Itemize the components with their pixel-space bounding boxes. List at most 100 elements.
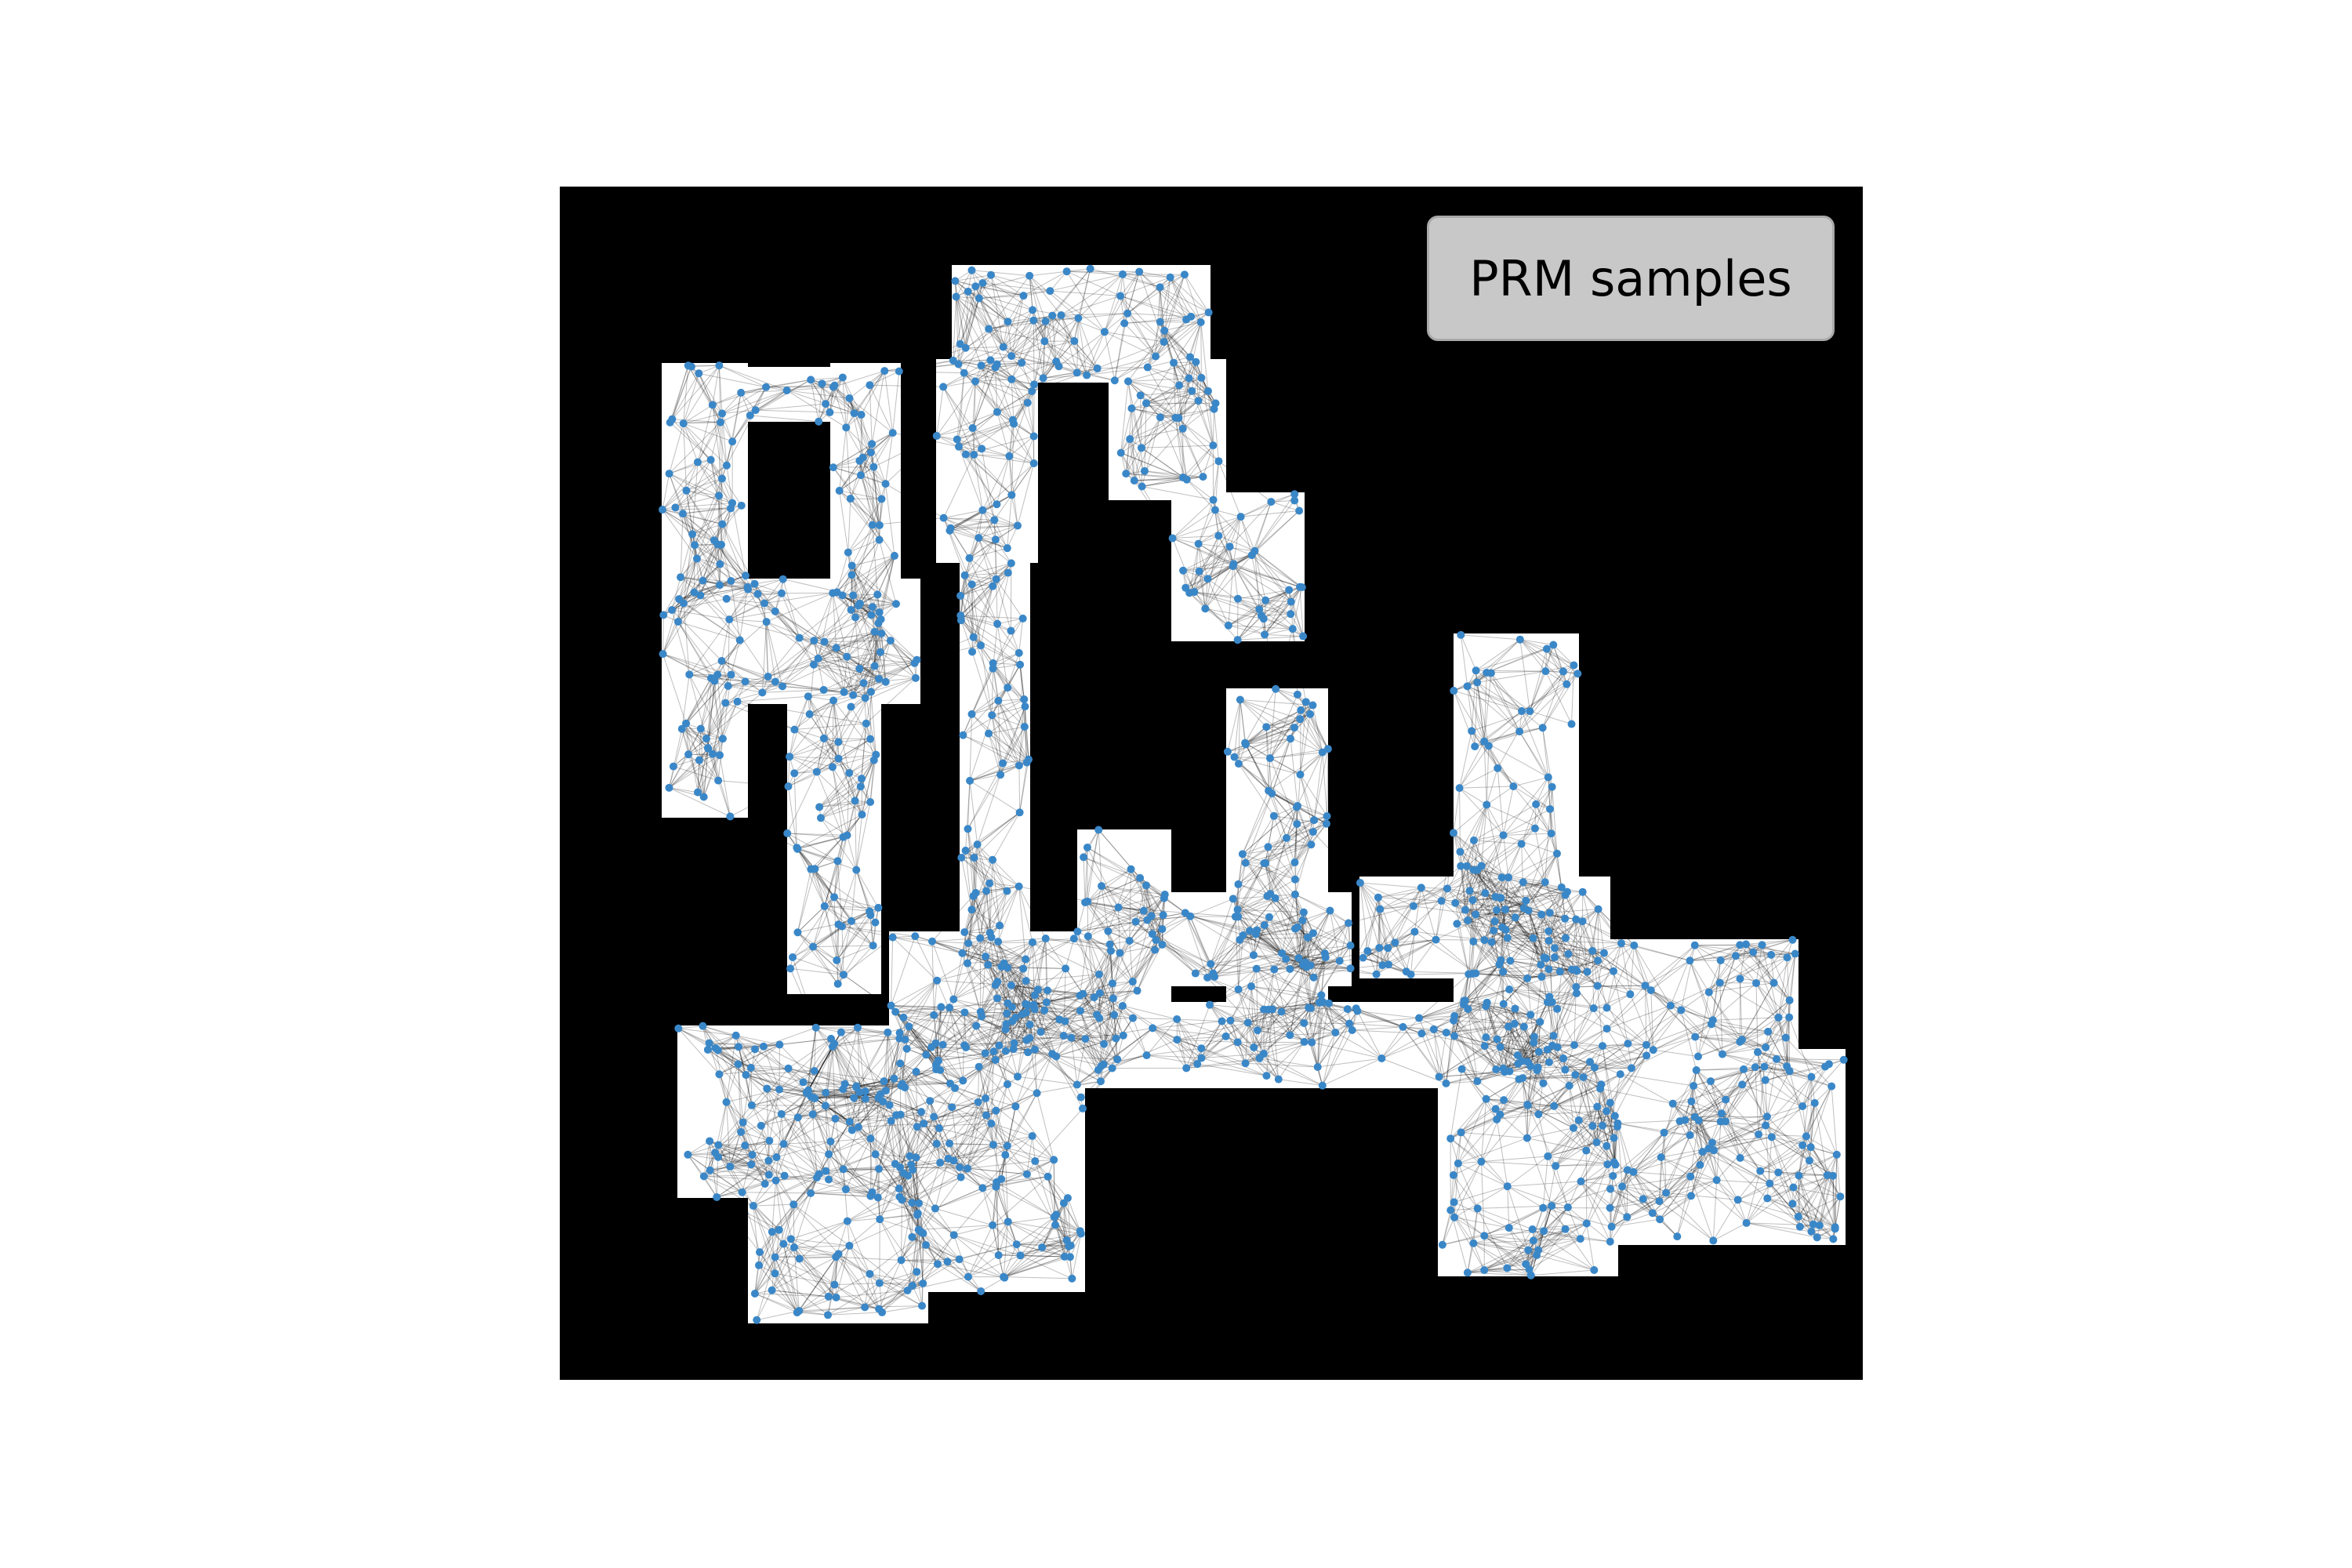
prm-edge bbox=[1080, 953, 1120, 1011]
prm-edge bbox=[1305, 702, 1329, 750]
prm-edge bbox=[691, 365, 720, 368]
prm-edge bbox=[1140, 395, 1142, 448]
prm-edge bbox=[967, 925, 1000, 964]
prm-edge bbox=[996, 412, 1035, 464]
prm-edge bbox=[1254, 550, 1266, 601]
prm-edge bbox=[1237, 916, 1283, 954]
prm-edge bbox=[1312, 705, 1323, 753]
prm-edge bbox=[969, 713, 972, 781]
prm-edge bbox=[735, 1035, 752, 1069]
prm-edge bbox=[1154, 915, 1164, 950]
prm-edge bbox=[1195, 934, 1257, 974]
prm-edge bbox=[879, 539, 897, 604]
prm-edge bbox=[662, 509, 715, 541]
prm-edge bbox=[1182, 390, 1209, 430]
prm-edge bbox=[965, 298, 980, 348]
prm-edge bbox=[1467, 1008, 1478, 1082]
prm-edge bbox=[1306, 923, 1349, 967]
prm-edge bbox=[809, 691, 872, 715]
prm-edge bbox=[1454, 1020, 1515, 1025]
prm-edge bbox=[1078, 313, 1128, 319]
prm-edge bbox=[1125, 403, 1147, 474]
prm-edge bbox=[1011, 985, 1065, 1022]
prm-edge bbox=[971, 713, 1020, 766]
prm-edge bbox=[880, 555, 895, 620]
prm-edge bbox=[859, 662, 915, 670]
prm-edge bbox=[1132, 1018, 1148, 1056]
prm-edge bbox=[991, 937, 1002, 967]
prm-edge bbox=[1317, 1023, 1350, 1068]
prm-edge bbox=[1049, 270, 1068, 292]
prm-edge bbox=[1200, 377, 1214, 446]
prm-edge bbox=[680, 524, 723, 578]
prm-edge bbox=[812, 926, 843, 947]
prm-edge bbox=[688, 674, 724, 739]
prm-edge bbox=[1040, 996, 1094, 1033]
prm-edge bbox=[833, 896, 879, 909]
prm-edge bbox=[931, 941, 954, 1000]
prm-edge bbox=[942, 364, 997, 387]
prm-edge bbox=[696, 558, 748, 588]
prm-edge bbox=[1207, 968, 1275, 978]
prm-edge bbox=[823, 700, 834, 739]
prm-edge bbox=[1145, 377, 1202, 404]
prm-edge bbox=[1240, 516, 1255, 551]
prm-edge bbox=[675, 465, 728, 508]
prm-edge bbox=[844, 681, 886, 693]
prm-edge bbox=[943, 454, 975, 518]
prm-edge bbox=[846, 656, 854, 695]
prm-edge bbox=[967, 780, 971, 829]
prm-edge bbox=[662, 473, 670, 510]
prm-edge bbox=[997, 700, 1025, 728]
prm-edge bbox=[764, 603, 800, 638]
prm-edge bbox=[706, 701, 738, 739]
prm-edge bbox=[841, 926, 893, 938]
prm-edge bbox=[1080, 1011, 1102, 1067]
prm-edge bbox=[1084, 829, 1099, 903]
prm-edge bbox=[1076, 931, 1095, 998]
prm-edge bbox=[967, 942, 989, 965]
prm-edge bbox=[1186, 479, 1214, 501]
prm-edge bbox=[1205, 608, 1264, 619]
prm-edge bbox=[719, 365, 787, 391]
prm-edge bbox=[763, 1038, 832, 1047]
prm-edge bbox=[953, 296, 957, 361]
prm-edge bbox=[856, 1078, 895, 1087]
prm-edge bbox=[1264, 862, 1296, 895]
prm-edge bbox=[677, 621, 712, 679]
prm-edge bbox=[874, 619, 882, 666]
prm-edge bbox=[1254, 1022, 1305, 1048]
prm-edge bbox=[972, 390, 1033, 429]
prm-edge bbox=[965, 282, 983, 348]
prm-edge bbox=[1002, 726, 1025, 764]
prm-edge bbox=[1267, 895, 1308, 938]
prm-edge bbox=[1127, 313, 1164, 343]
prm-edge bbox=[803, 1038, 832, 1083]
prm-edge bbox=[1172, 538, 1195, 593]
prm-edge bbox=[1251, 500, 1295, 556]
prm-edge bbox=[969, 715, 993, 782]
prm-edge bbox=[1310, 953, 1326, 1008]
prm-edge bbox=[1213, 953, 1283, 975]
prm-edge bbox=[956, 296, 960, 365]
prm-edge bbox=[969, 557, 996, 580]
prm-edge bbox=[889, 1105, 909, 1176]
prm-edge bbox=[688, 1141, 710, 1156]
prm-edge bbox=[873, 432, 894, 467]
prm-edge bbox=[738, 1063, 789, 1069]
prm-edge bbox=[1011, 463, 1035, 495]
prm-edge bbox=[1209, 1004, 1254, 1048]
prm-edge bbox=[1235, 916, 1240, 989]
prm-edge bbox=[978, 537, 1012, 564]
prm-edge bbox=[1308, 1007, 1319, 1068]
prm-edge bbox=[669, 738, 724, 789]
prm-edge bbox=[950, 528, 970, 559]
prm-edge bbox=[963, 687, 1008, 736]
prm-edge bbox=[726, 598, 765, 604]
prm-edge bbox=[887, 1032, 891, 1105]
prm-edge bbox=[755, 390, 787, 411]
prm-edge bbox=[668, 728, 683, 788]
prm-edge bbox=[975, 367, 996, 382]
prm-edge bbox=[1120, 271, 1140, 296]
prm-edge bbox=[955, 274, 992, 281]
